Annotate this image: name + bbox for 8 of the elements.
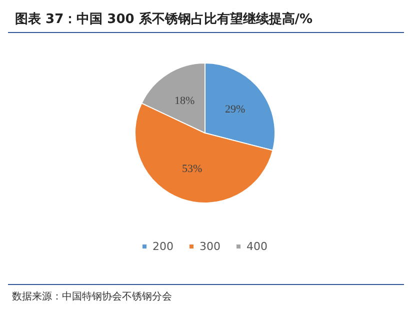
chart-title: 图表 37：中国 300 系不锈钢占比有望继续提高/% [15, 11, 313, 27]
legend-label: 200 [152, 240, 174, 253]
data-label: 18% [174, 94, 195, 107]
legend-label: 400 [246, 240, 268, 253]
legend-label: 300 [200, 240, 220, 253]
data-label: 29% [224, 104, 246, 116]
source-note: 数据来源：中国特钢协会不锈钢分会 [12, 290, 172, 302]
data-label: 53% [182, 162, 202, 175]
